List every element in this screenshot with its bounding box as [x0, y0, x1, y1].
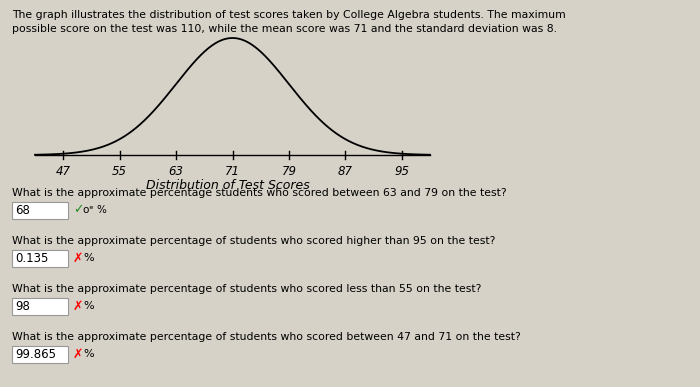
Text: What is the approximate percentage of students who scored less than 55 on the te: What is the approximate percentage of st… [12, 284, 482, 294]
Text: %: % [83, 349, 94, 359]
Text: 79: 79 [281, 165, 296, 178]
Text: 98: 98 [15, 300, 30, 312]
Text: What is the approximate percentage students who scored between 63 and 79 on the : What is the approximate percentage stude… [12, 188, 507, 198]
FancyBboxPatch shape [11, 298, 67, 315]
FancyBboxPatch shape [11, 250, 67, 267]
Text: 95: 95 [394, 165, 410, 178]
FancyBboxPatch shape [11, 202, 67, 219]
Text: 99.865: 99.865 [15, 348, 56, 361]
Text: 87: 87 [338, 165, 353, 178]
Text: What is the approximate percentage of students who scored between 47 and 71 on t: What is the approximate percentage of st… [12, 332, 521, 342]
Text: ✓: ✓ [73, 204, 83, 216]
Text: ✗: ✗ [73, 300, 83, 312]
Text: 71: 71 [225, 165, 240, 178]
Text: ✗: ✗ [73, 252, 83, 264]
Text: oᵉ %: oᵉ % [83, 205, 107, 215]
Text: 55: 55 [112, 165, 127, 178]
Text: 63: 63 [169, 165, 183, 178]
Text: Distribution of Test Scores: Distribution of Test Scores [146, 179, 309, 192]
Text: 68: 68 [15, 204, 30, 216]
Text: 0.135: 0.135 [15, 252, 48, 264]
Text: The graph illustrates the distribution of test scores taken by College Algebra s: The graph illustrates the distribution o… [12, 10, 566, 20]
Text: What is the approximate percentage of students who scored higher than 95 on the : What is the approximate percentage of st… [12, 236, 496, 246]
FancyBboxPatch shape [11, 346, 67, 363]
Text: %: % [83, 301, 94, 311]
Text: %: % [83, 253, 94, 263]
Text: ✗: ✗ [73, 348, 83, 361]
Text: 47: 47 [56, 165, 71, 178]
Text: possible score on the test was 110, while the mean score was 71 and the standard: possible score on the test was 110, whil… [12, 24, 557, 34]
